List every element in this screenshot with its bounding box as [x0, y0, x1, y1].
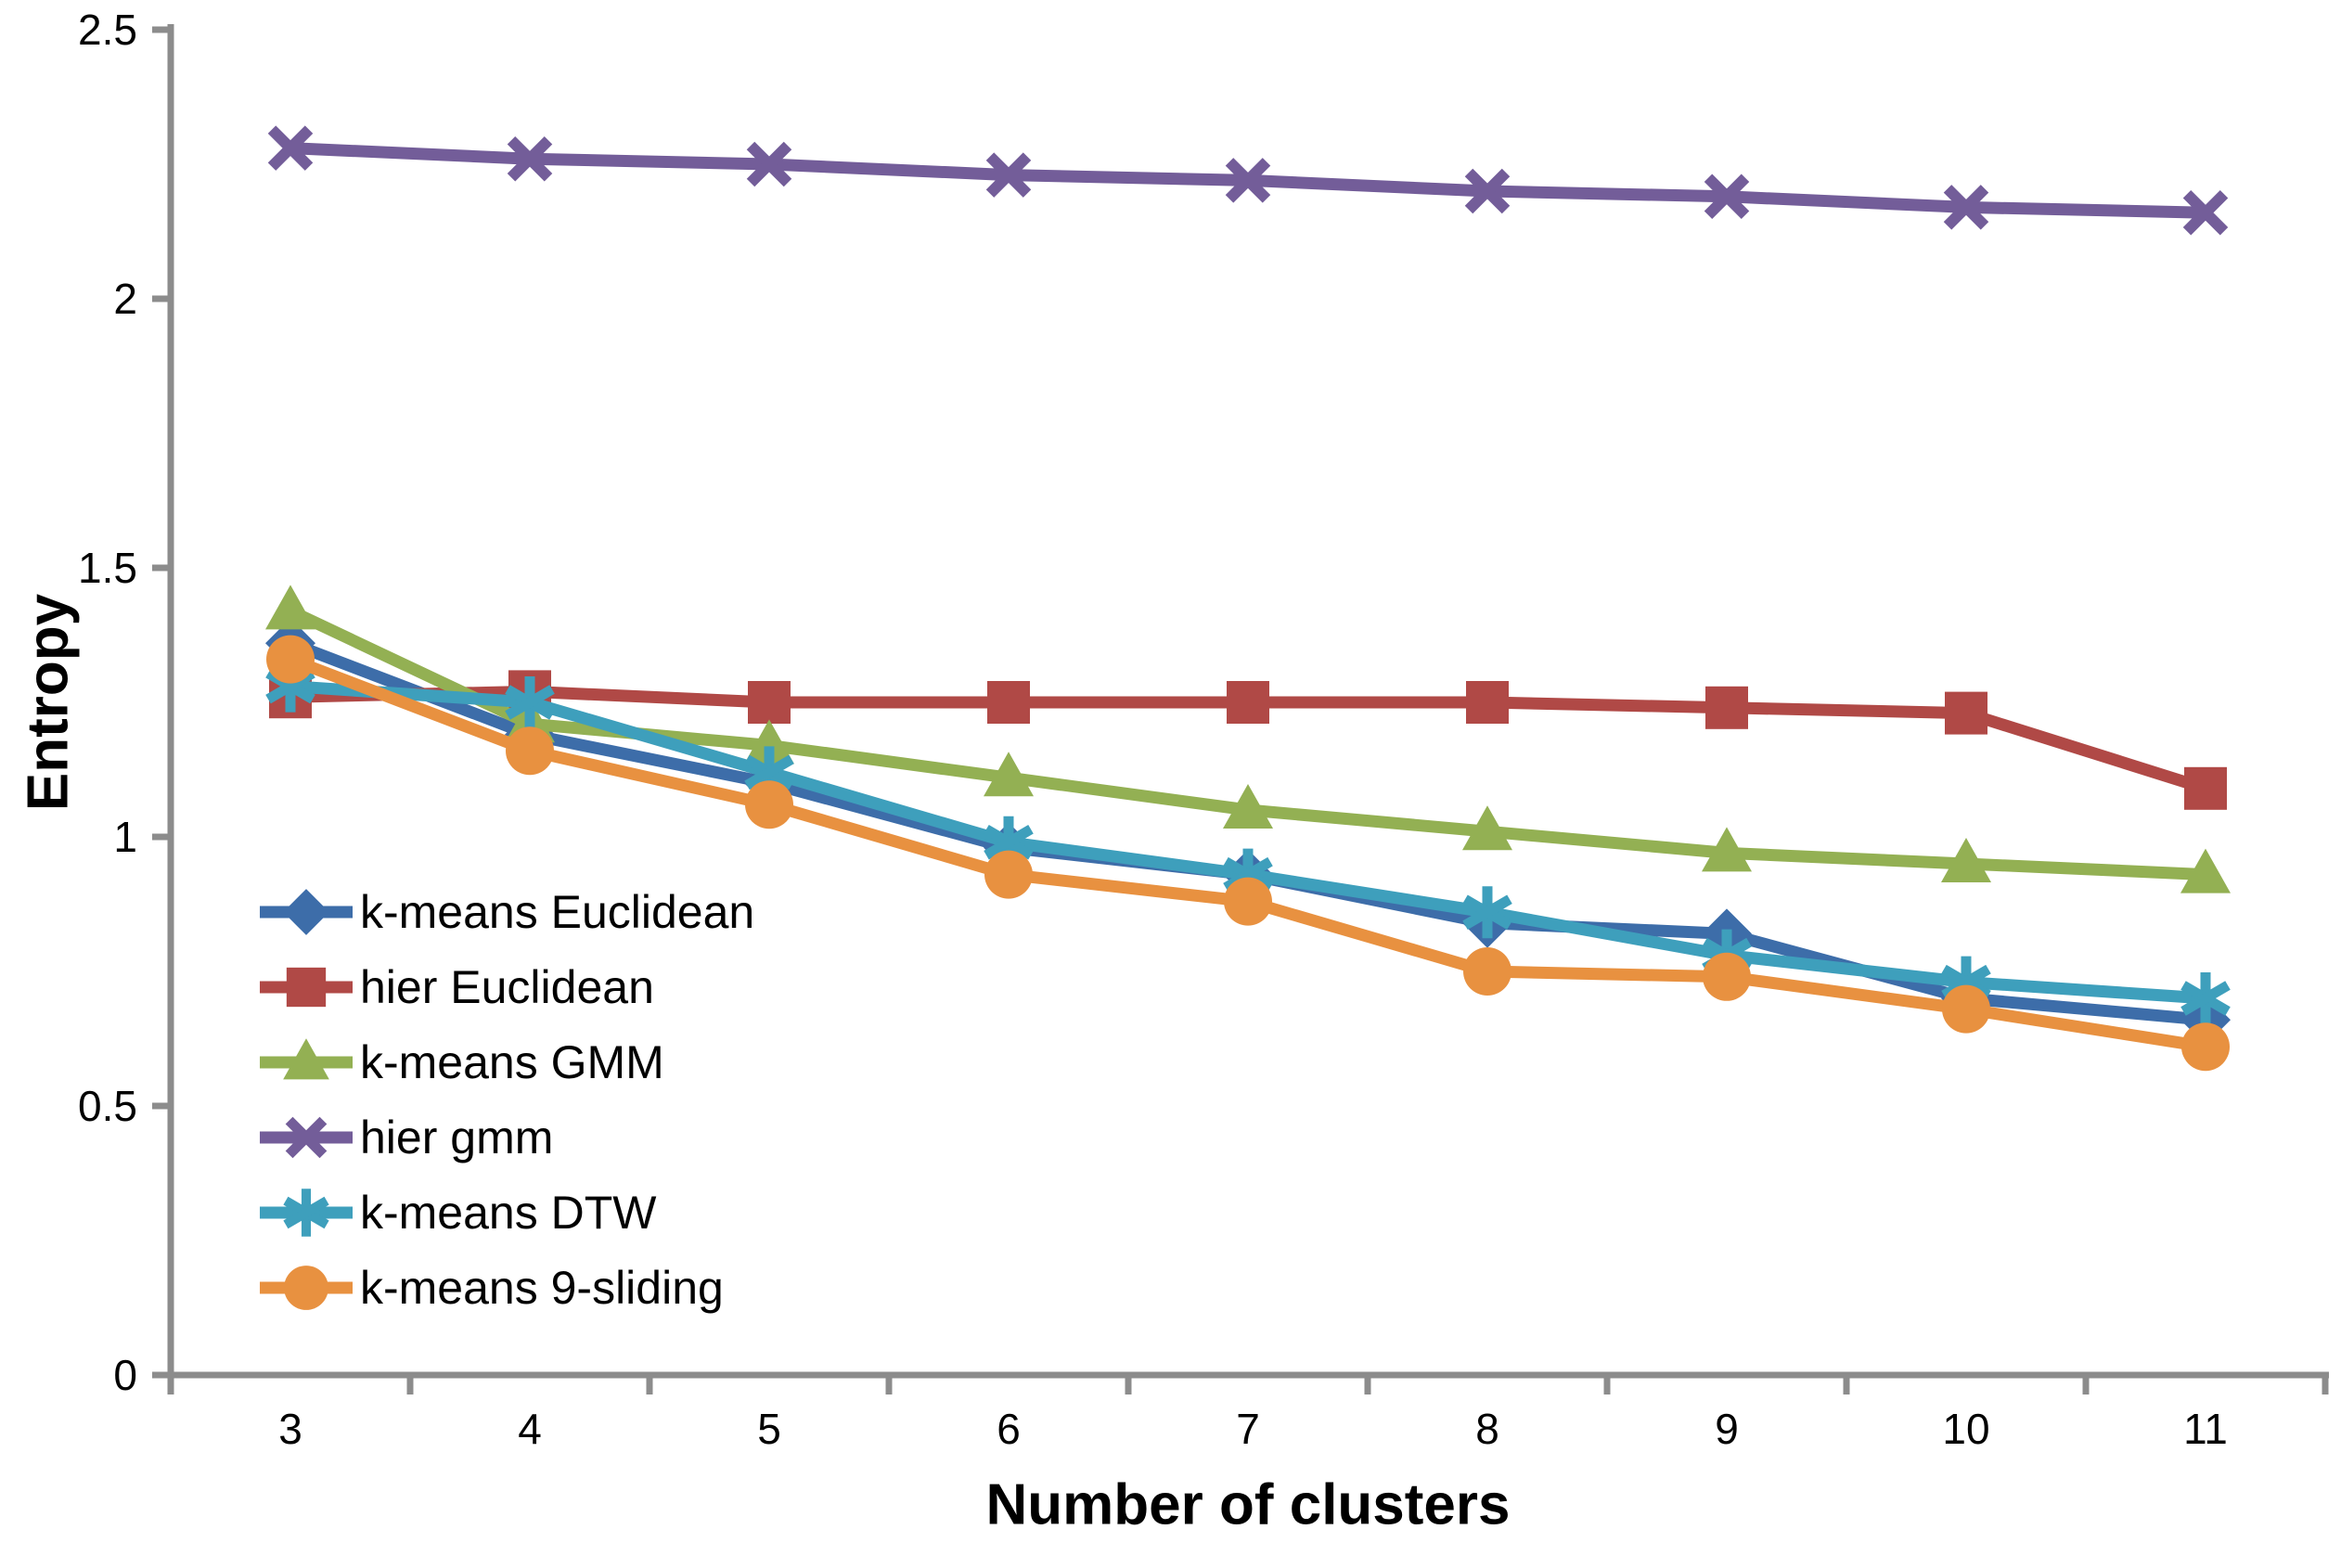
marker-circle — [1703, 952, 1751, 1001]
x-axis-title: Number of clusters — [985, 1472, 1511, 1537]
marker-circle — [1942, 984, 1990, 1034]
legend-label: k-means Euclidean — [360, 885, 755, 938]
legend-item: k-means 9-sliding — [258, 1250, 754, 1325]
marker-x — [985, 152, 1032, 198]
marker-circle — [266, 635, 315, 684]
x-tick-label: 9 — [1715, 1405, 1739, 1453]
marker-triangle — [1702, 827, 1752, 872]
legend-marker-diamond — [260, 888, 353, 935]
marker-triangle — [2180, 848, 2231, 893]
x-tick-label: 10 — [1942, 1405, 1989, 1453]
y-tick-label: 1.5 — [78, 544, 137, 592]
legend-label: hier gmm — [360, 1111, 554, 1163]
legend-label: hier Euclidean — [360, 960, 654, 1013]
x-tick-label: 6 — [997, 1405, 1021, 1453]
legend-marker-circle — [260, 1265, 353, 1310]
legend-marker-square — [260, 967, 353, 1007]
legend-label: k-means GMM — [360, 1035, 664, 1088]
x-tick-label: 3 — [278, 1405, 302, 1453]
legend-label: k-means 9-sliding — [360, 1261, 724, 1314]
legend-marker-triangle — [260, 1037, 353, 1079]
marker-square — [1466, 681, 1509, 724]
legend-item: k-means DTW — [258, 1175, 754, 1250]
marker-x — [1704, 174, 1750, 220]
x-tick-label: 5 — [757, 1405, 781, 1453]
marker-x — [267, 125, 314, 171]
marker-square — [286, 967, 327, 1007]
marker-x — [746, 141, 792, 187]
marker-triangle — [1462, 805, 1512, 851]
legend-marker-x — [260, 1116, 353, 1158]
marker-asterisk — [1462, 886, 1512, 939]
marker-triangle — [1941, 838, 1991, 882]
marker-triangle — [283, 1037, 329, 1079]
marker-square — [2184, 766, 2227, 810]
marker-circle — [506, 726, 554, 776]
marker-x — [1464, 168, 1511, 214]
marker-x — [285, 1116, 328, 1158]
y-tick-label: 0 — [113, 1351, 137, 1399]
legend-label: k-means DTW — [360, 1186, 657, 1239]
x-tick-label: 4 — [518, 1405, 542, 1453]
marker-circle — [745, 780, 793, 829]
x-tick-label: 8 — [1475, 1405, 1499, 1453]
marker-triangle — [1223, 784, 1273, 829]
legend: k-means Euclidean hier Euclidean k-means… — [258, 874, 754, 1325]
marker-triangle — [265, 585, 315, 630]
y-tick-label: 2 — [113, 275, 137, 323]
marker-x — [1943, 185, 1989, 230]
marker-circle — [1463, 947, 1511, 996]
marker-square — [748, 681, 791, 724]
y-tick-label: 1 — [113, 813, 137, 861]
x-tick-label: 7 — [1236, 1405, 1260, 1453]
legend-item: k-means GMM — [258, 1024, 754, 1099]
marker-asterisk — [283, 1188, 329, 1237]
marker-circle — [1224, 877, 1272, 926]
y-tick-label: 2.5 — [78, 6, 137, 54]
marker-x — [2182, 189, 2229, 236]
legend-marker-asterisk — [260, 1188, 353, 1237]
marker-square — [1945, 691, 1987, 735]
legend-item: hier Euclidean — [258, 949, 754, 1024]
legend-item: k-means Euclidean — [258, 874, 754, 949]
marker-asterisk — [2180, 972, 2231, 1024]
marker-circle — [2181, 1022, 2230, 1072]
marker-triangle — [984, 752, 1034, 797]
marker-circle — [984, 850, 1033, 899]
marker-x — [507, 135, 553, 182]
marker-diamond — [283, 888, 329, 935]
marker-asterisk — [505, 676, 555, 728]
marker-triangle — [744, 719, 794, 765]
marker-square — [1705, 686, 1748, 729]
marker-square — [1227, 681, 1269, 724]
marker-x — [1225, 158, 1271, 203]
marker-square — [987, 681, 1030, 724]
legend-item: hier gmm — [258, 1099, 754, 1175]
marker-circle — [284, 1265, 328, 1310]
y-tick-label: 0.5 — [78, 1082, 137, 1130]
y-axis-title: Entropy — [16, 593, 81, 812]
x-tick-label: 11 — [2183, 1405, 2228, 1453]
